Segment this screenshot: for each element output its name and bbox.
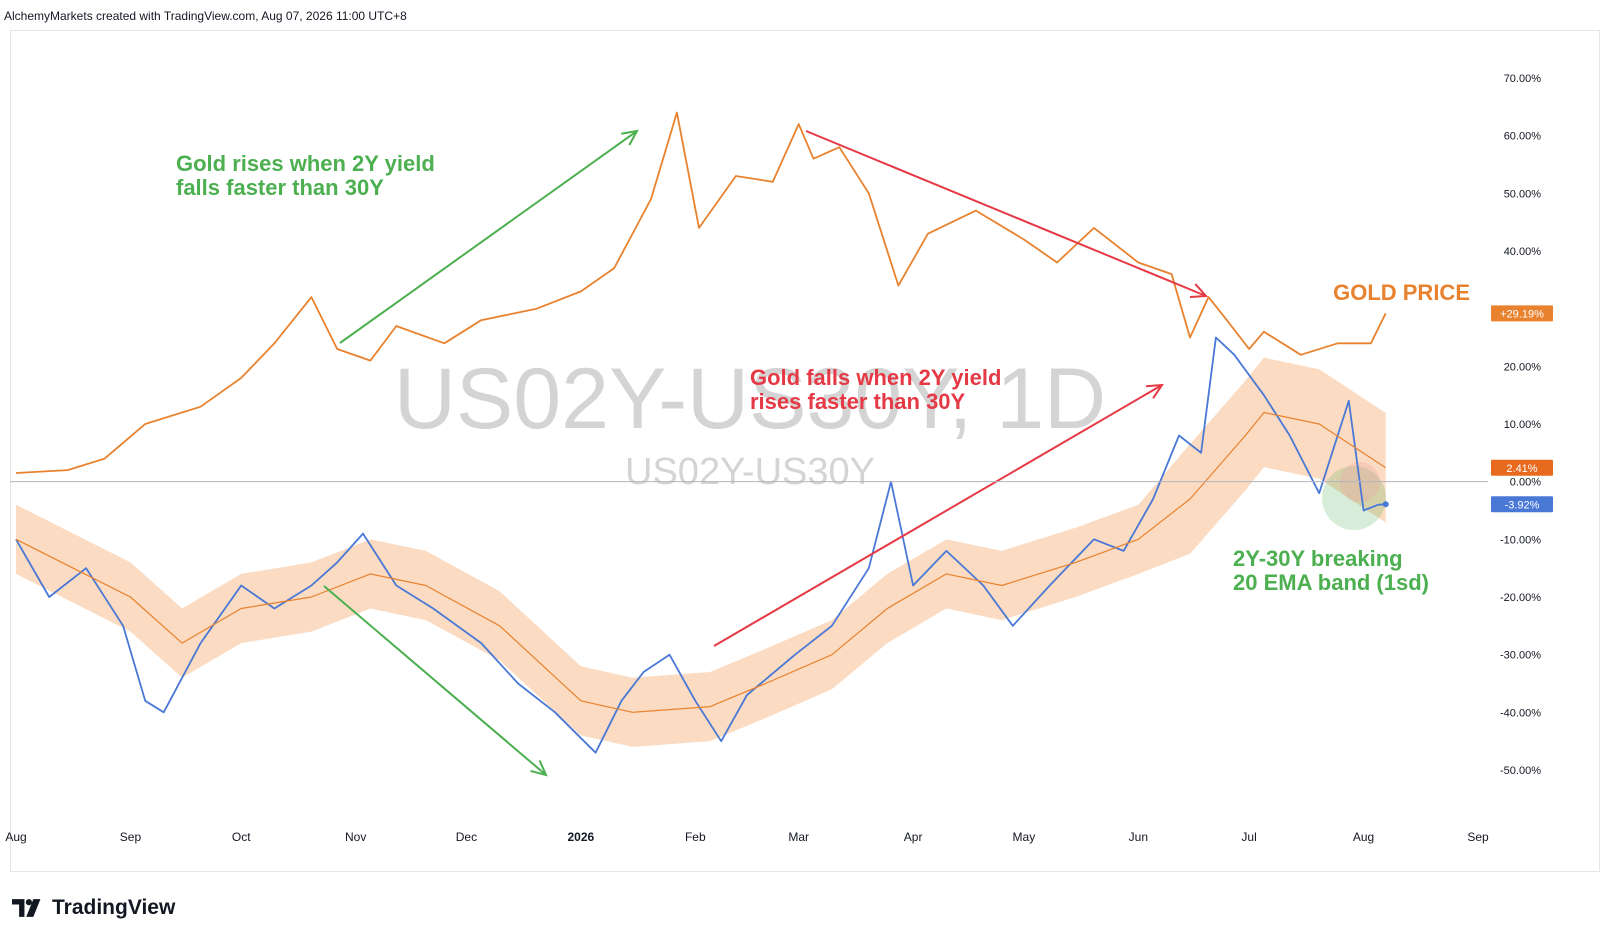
x-tick-label: Sep (1467, 830, 1489, 844)
y-tick-label: 20.00% (1504, 361, 1542, 373)
arrow-spread-falling-head (530, 759, 548, 777)
arrow-gold-falling-head (1189, 283, 1209, 298)
tradingview-brand[interactable]: TradingView (12, 896, 175, 920)
chart-credit: AlchemyMarkets created with TradingView.… (4, 9, 407, 23)
arrow-spread-rising-head (1145, 383, 1164, 399)
annotation-gold-price-label: GOLD PRICE (1333, 280, 1470, 305)
arrow-spread-rising-shaft (713, 384, 1163, 647)
annotation-gold-rises: Gold rises when 2Y yield falls faster tha… (176, 151, 435, 200)
x-tick-label: Jul (1241, 830, 1256, 844)
arrow-spread-falling (323, 585, 548, 777)
ema-last-value-badge: 2.41% (1491, 459, 1553, 476)
gold-last-value-badge-text: +29.19% (1500, 308, 1544, 320)
x-tick-label: Oct (232, 830, 251, 844)
axis-layer: 70.00% 60.00% 50.00% 40.00% 20.00% 10.00% 0.00… (5, 73, 1553, 844)
annotation-gold-falls-line-2: rises faster than 30Y (750, 389, 966, 414)
annotation-ema-break: 2Y-30Y breaking 20 EMA band (1sd) (1233, 546, 1429, 595)
x-tick-label: Jun (1129, 830, 1148, 844)
y-tick-label: 0.00% (1510, 477, 1541, 489)
x-tick-label: Aug (1353, 830, 1374, 844)
gold-price-line (15, 111, 1387, 474)
spread-last-value-badge: -3.92% (1491, 496, 1553, 513)
arrow-spread-falling-shaft (323, 585, 547, 776)
watermark-symbol-small: US02Y-US30Y (625, 451, 875, 493)
x-tick-label: Nov (345, 830, 366, 844)
spread-last-point (1382, 501, 1389, 508)
x-tick-label: Apr (904, 830, 923, 844)
spread-last-value-badge-text: -3.92% (1505, 499, 1540, 511)
y-tick-label: 60.00% (1504, 131, 1542, 143)
y-tick-label: -50.00% (1500, 765, 1541, 777)
x-tick-label: Dec (456, 830, 477, 844)
tradingview-logo-icon (12, 899, 41, 917)
y-tick-label: 70.00% (1504, 73, 1542, 85)
arrow-gold-rising (339, 129, 639, 344)
y-tick-label: -10.00% (1500, 534, 1541, 546)
x-tick-label: May (1013, 830, 1036, 844)
arrow-gold-falling (805, 130, 1209, 298)
spread-last-value-badge-bg (1491, 496, 1553, 513)
y-tick-label: -40.00% (1500, 707, 1541, 719)
annotation-gold-rises-line-1: Gold rises when 2Y yield (176, 151, 435, 176)
arrow-spread-rising (713, 383, 1164, 647)
ema-last-value-badge-bg (1491, 459, 1553, 476)
gold-last-value-badge: +29.19% (1491, 305, 1553, 322)
watermark-symbol-large: US02Y-US30Y, 1D (394, 351, 1106, 447)
x-tick-label: Mar (788, 830, 809, 844)
series-layer (15, 111, 1389, 754)
x-tick-label: Feb (685, 830, 706, 844)
annotation-text-layer: Gold rises when 2Y yield falls faster tha… (176, 151, 1470, 595)
spread-line (15, 336, 1386, 754)
x-tick-label: Aug (5, 830, 26, 844)
ema-line (15, 411, 1387, 713)
annotation-gold-falls-line-1: Gold falls when 2Y yield (750, 365, 1001, 390)
arrow-gold-falling-shaft (805, 130, 1207, 297)
ema-band-fill (16, 357, 1386, 747)
arrow-gold-rising-head (621, 129, 639, 146)
x-tick-label: Sep (120, 830, 142, 844)
y-tick-label: 10.00% (1504, 419, 1542, 431)
gold-last-value-badge-bg (1491, 305, 1553, 322)
ema-last-value-badge-text: 2.41% (1506, 463, 1537, 475)
x-tick-label: 2026 (568, 830, 595, 844)
brand-text: TradingView (52, 896, 176, 919)
arrow-gold-rising-shaft (339, 130, 638, 344)
y-tick-label: -30.00% (1500, 650, 1541, 662)
annotation-gold-rises-line-2: falls faster than 30Y (176, 175, 384, 200)
chart-frame (10, 30, 1600, 872)
y-tick-label: 40.00% (1504, 246, 1542, 258)
annotation-gold-falls: Gold falls when 2Y yield rises faster tha… (750, 365, 1001, 414)
annotation-arrow-layer (323, 129, 1209, 777)
annotation-ema-break-line-2: 20 EMA band (1sd) (1233, 570, 1429, 595)
y-tick-label: -20.00% (1500, 592, 1541, 604)
y-tick-label: 50.00% (1504, 188, 1542, 200)
annotation-ema-break-line-1: 2Y-30Y breaking (1233, 546, 1403, 571)
